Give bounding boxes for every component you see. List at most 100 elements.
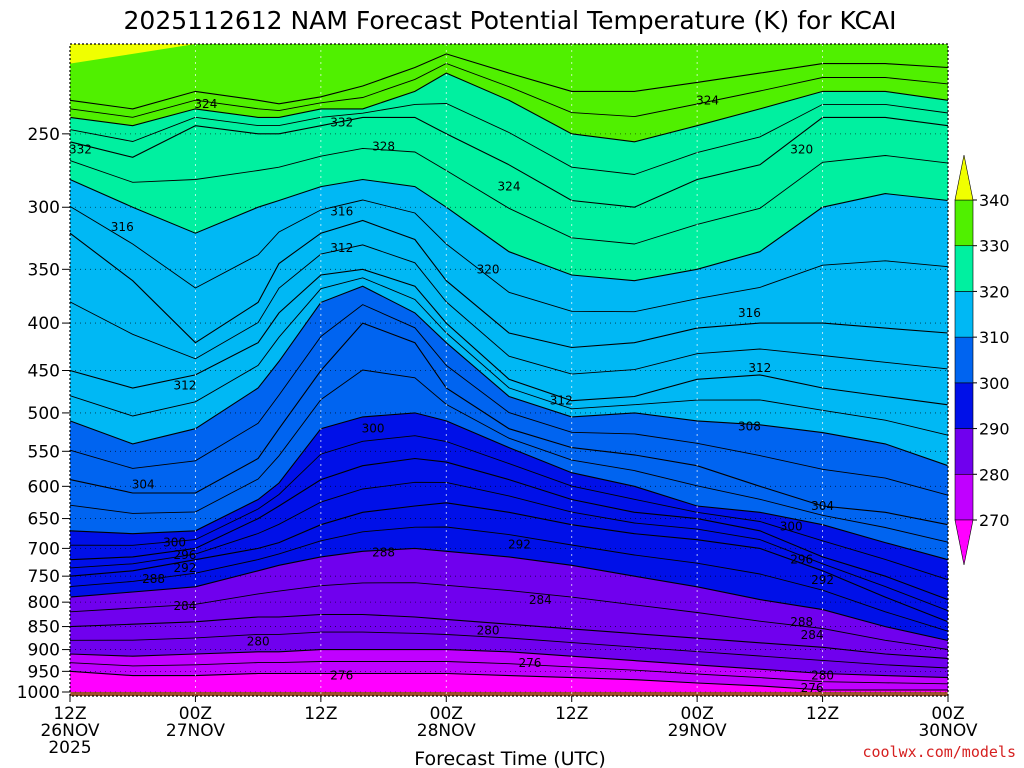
contour-label: 320 — [790, 143, 813, 157]
chart-title: 2025112612 NAM Forecast Potential Temper… — [124, 6, 897, 35]
contour-label: 312 — [174, 378, 197, 392]
x-tick-label: 12Z — [806, 704, 839, 724]
contour-label: 324 — [194, 97, 217, 111]
contour-label: 288 — [142, 572, 165, 586]
x-tick-label: 30NOV — [918, 721, 977, 741]
isentrope-324K — [69, 116, 949, 208]
isentrope-314K — [69, 244, 949, 375]
y-tick-label: 500 — [28, 404, 60, 424]
contour-label: 280 — [477, 623, 500, 637]
x-tick-label: 27NOV — [166, 721, 225, 741]
contour-label: 324 — [498, 180, 521, 194]
plot-area — [70, 44, 948, 696]
y-tick-label: 950 — [28, 662, 60, 682]
y-tick-label: 400 — [28, 314, 60, 334]
contour-label: 316 — [738, 306, 761, 320]
isentrope-308K — [69, 285, 949, 467]
colorbar-label: 340 — [979, 191, 1010, 210]
isentrope-292K — [69, 502, 949, 623]
x-tick-label: 2025 — [48, 738, 91, 758]
x-tick-label: 00Z — [681, 704, 714, 724]
y-tick-label: 900 — [28, 641, 60, 661]
terrain-ground — [70, 691, 948, 696]
isentrope-284K — [69, 613, 949, 659]
colorbar-label: 300 — [979, 374, 1010, 393]
contour-label: 288 — [790, 615, 813, 629]
y-tick-label: 650 — [28, 510, 60, 530]
y-tick-label: 1000 — [17, 683, 60, 703]
colorbar-label: 280 — [979, 465, 1010, 484]
y-tick-label: 750 — [28, 567, 60, 587]
isentrope-332K — [69, 53, 949, 110]
contour-label: 312 — [748, 361, 771, 375]
contour-label: 280 — [811, 669, 834, 683]
isentrope-lines — [69, 53, 949, 691]
contour-label: 308 — [738, 419, 761, 433]
colorbar-label: 330 — [979, 237, 1010, 256]
colorbar-label: 270 — [979, 511, 1010, 530]
contour-label: 284 — [174, 599, 197, 613]
isentrope-328K — [69, 72, 949, 143]
band-332K — [70, 44, 948, 109]
y-tick-label: 600 — [28, 477, 60, 497]
contour-label: 300 — [780, 520, 803, 534]
colorbar-segment-320 — [954, 245, 974, 292]
isentrope-278K — [69, 661, 949, 685]
colorbar-segment-330 — [954, 199, 974, 247]
y-tick-label: 300 — [28, 198, 60, 218]
contour-label: 324 — [696, 93, 719, 107]
contour-label: 300 — [163, 536, 186, 550]
isentrope-288K — [69, 547, 949, 642]
colorbar-segment-290 — [954, 382, 974, 429]
isentrope-300K — [69, 412, 949, 561]
contour-label: 276 — [518, 656, 541, 670]
x-tick-label: 12Z — [555, 704, 588, 724]
colorbar-legend: 270 280 290 300 310 320 330 340 — [954, 154, 1010, 566]
contour-label: 292 — [811, 573, 834, 587]
y-tick-label: 800 — [28, 593, 60, 613]
contour-label: 288 — [372, 545, 395, 559]
colorbar-label: 310 — [979, 328, 1010, 347]
credit-text: coolwx.com/models — [862, 743, 1016, 761]
x-tick-label: 12Z — [304, 704, 337, 724]
contour-label: 284 — [801, 628, 824, 642]
x-tick-label: 00Z — [430, 704, 463, 724]
contour-label: 332 — [69, 143, 92, 157]
contour-label: 316 — [111, 220, 134, 234]
contour-label: 296 — [174, 548, 197, 562]
contour-label: 292 — [174, 561, 197, 575]
x-tick-label: 12Z — [53, 704, 86, 724]
isentrope-290K — [69, 526, 949, 632]
contour-label: 280 — [247, 634, 270, 648]
isentrope-326K — [69, 103, 949, 175]
isentrope-280K — [69, 649, 949, 679]
x-tick-label: 26NOV — [40, 721, 99, 741]
x-tick-label: 00Z — [931, 704, 964, 724]
contour-label: 276 — [330, 669, 353, 683]
colorbar-segment-310 — [954, 291, 974, 338]
band-340K — [70, 44, 948, 64]
contour-label: 300 — [362, 422, 385, 436]
x-axis-label: Forecast Time (UTC) — [414, 748, 605, 768]
colorbar-segment-300 — [954, 336, 974, 384]
colorbar-low-arrow — [954, 519, 974, 566]
contour-label: 332 — [330, 115, 353, 129]
contour-label: 320 — [477, 262, 500, 276]
y-tick-label: 550 — [28, 442, 60, 462]
x-tick-label: 28NOV — [417, 721, 476, 741]
colorbar-label: 320 — [979, 282, 1010, 301]
contour-labels: 324 332 332 328 324 320 324 316 316 312 320 316 312 3… — [69, 93, 834, 695]
contour-label: 284 — [529, 593, 552, 607]
x-tick-label: 00Z — [179, 704, 212, 724]
isentrope-312K — [69, 268, 949, 406]
colorbar-high-arrow — [954, 154, 974, 201]
contour-label: 304 — [132, 477, 155, 491]
y-tick-label: 850 — [28, 618, 60, 638]
contour-label: 292 — [508, 537, 531, 551]
y-tick-label: 250 — [28, 125, 60, 145]
colorbar-segment-270 — [954, 473, 974, 521]
y-tick-label: 450 — [28, 361, 60, 381]
contour-label: 276 — [801, 681, 824, 695]
